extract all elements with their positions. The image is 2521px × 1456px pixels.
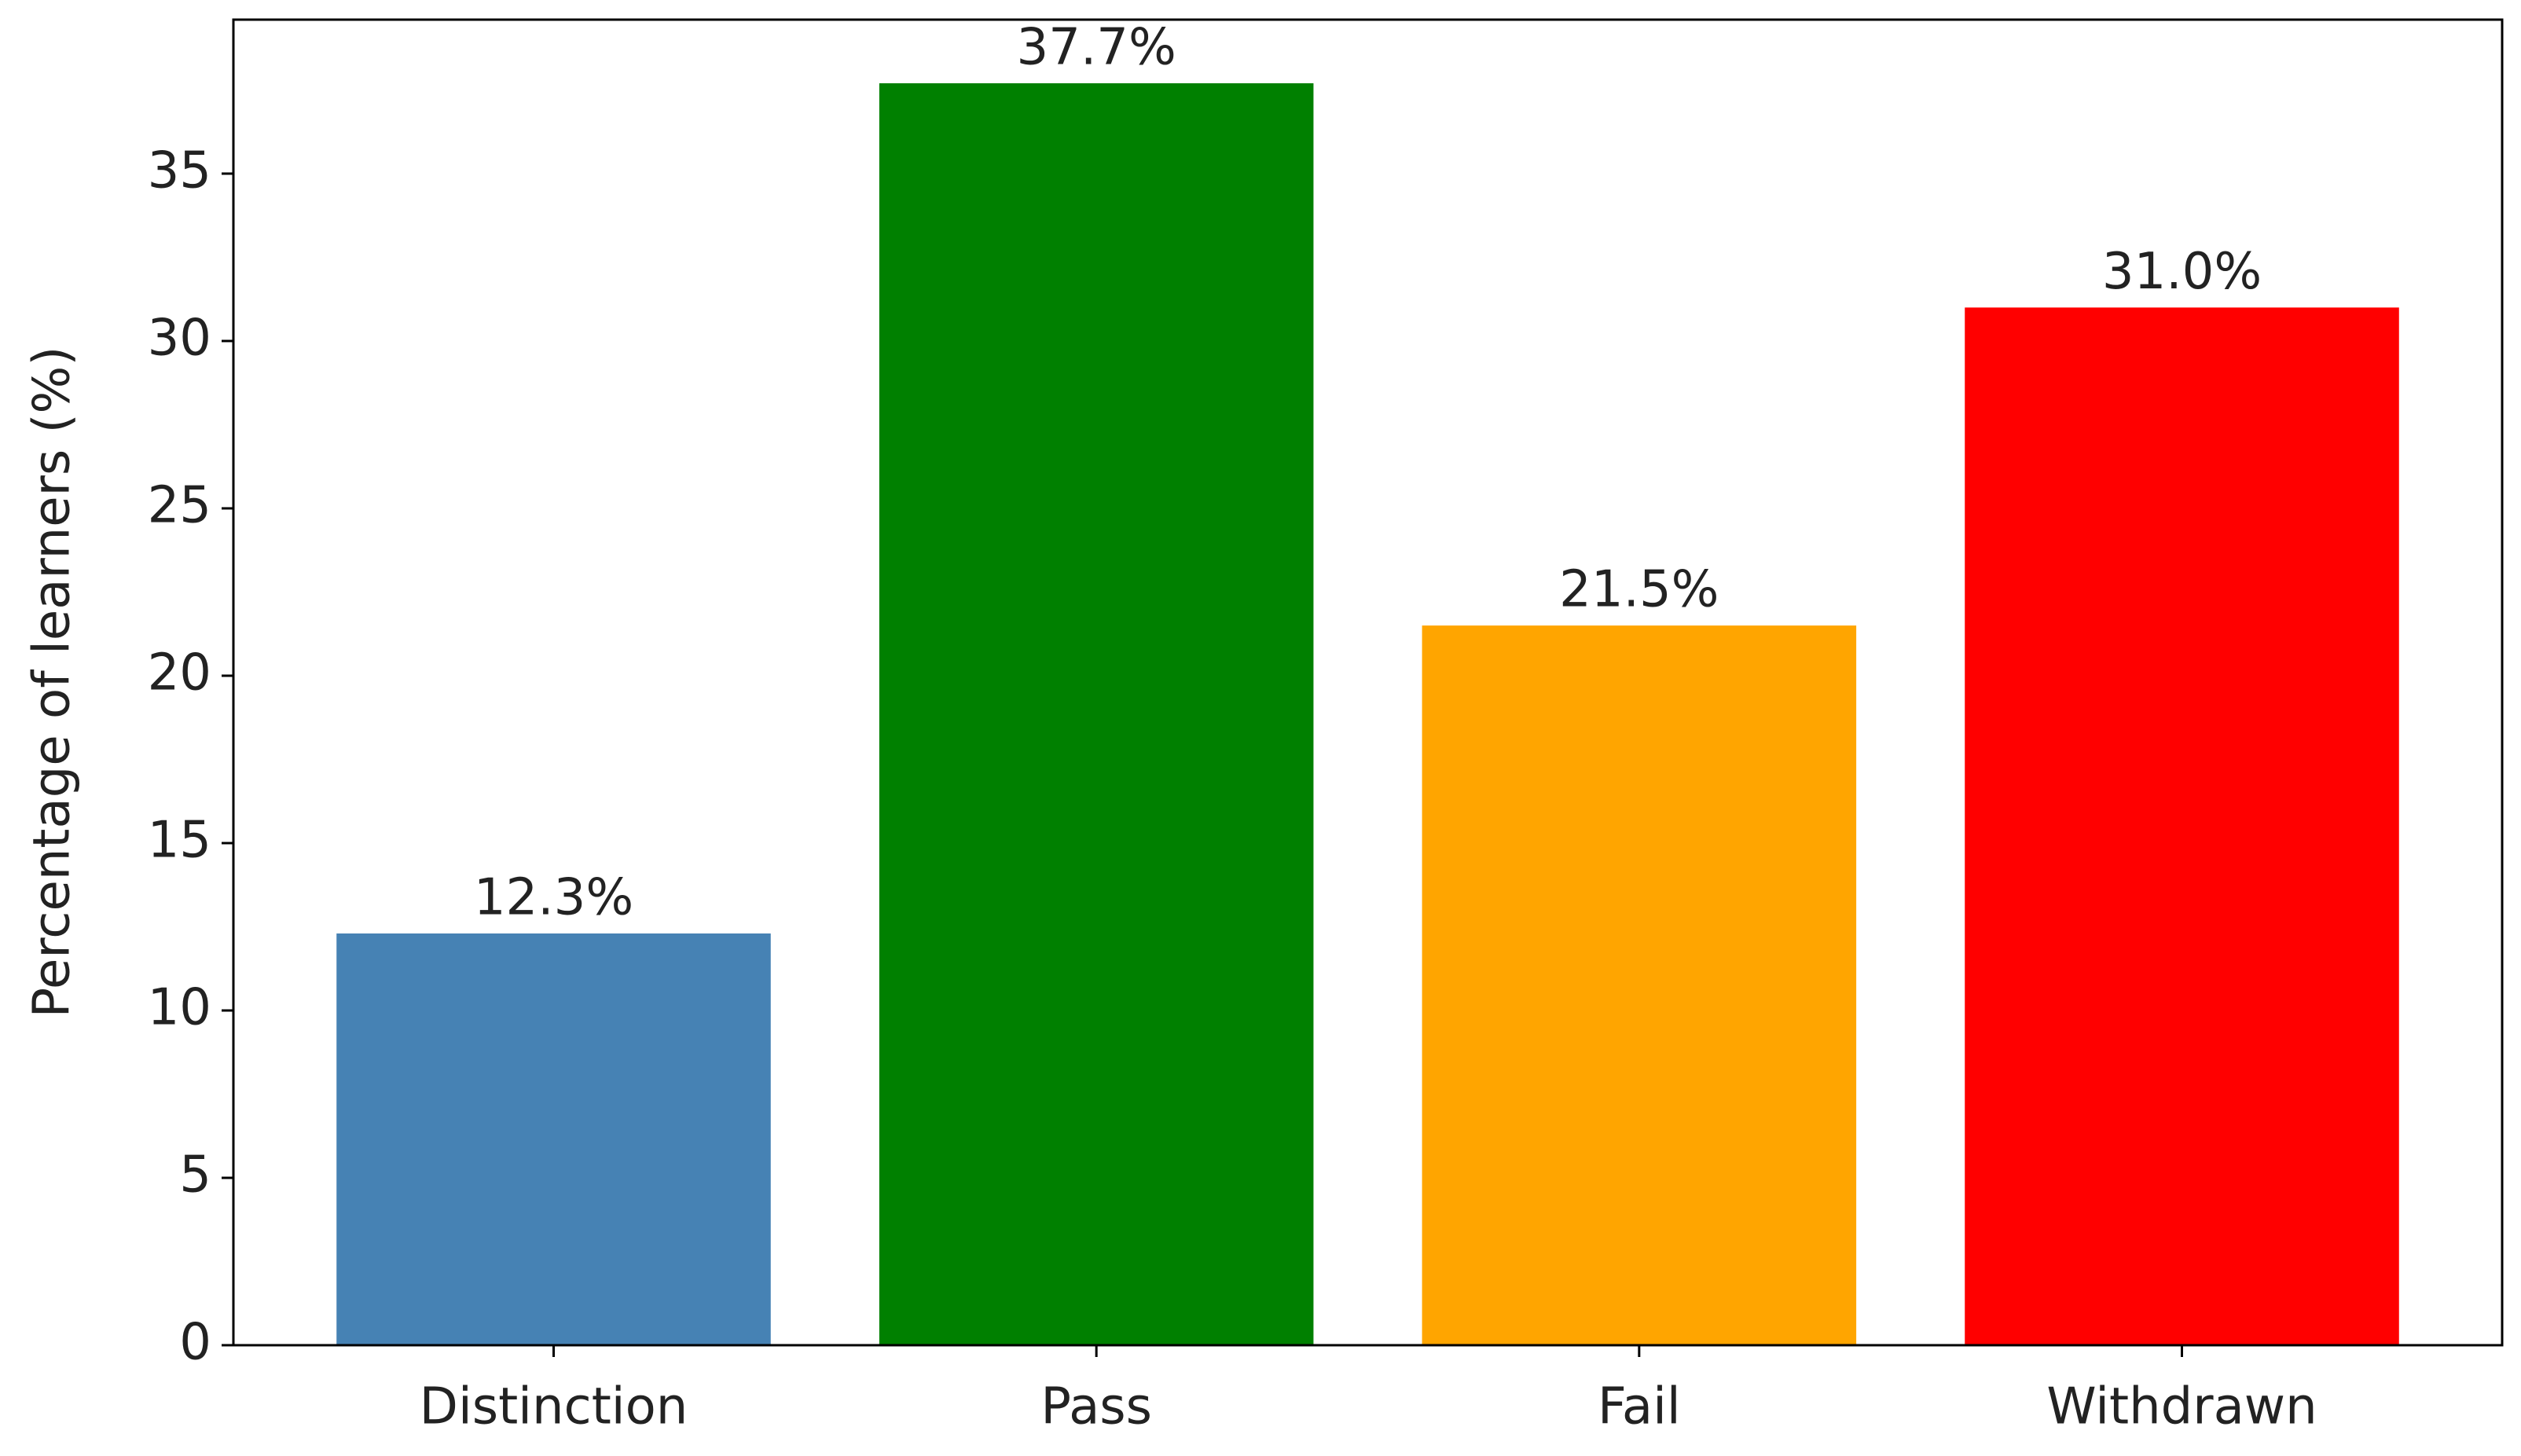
- x-tick-label: Distinction: [420, 1378, 688, 1436]
- y-tick-label: 35: [148, 142, 211, 200]
- value-label: 12.3%: [474, 869, 633, 927]
- y-tick-label: 5: [179, 1146, 211, 1205]
- x-tick-label: Pass: [1040, 1378, 1152, 1436]
- y-axis-label: Percentage of learners (%): [24, 347, 82, 1018]
- y-tick-label: 20: [148, 644, 211, 702]
- y-tick-label: 25: [148, 477, 211, 535]
- y-tick-label: 0: [179, 1314, 211, 1372]
- bar: [879, 83, 1314, 1346]
- y-tick-label: 15: [148, 812, 211, 870]
- bar: [336, 933, 771, 1345]
- bar: [1965, 307, 2399, 1346]
- y-tick-label: 10: [148, 979, 211, 1037]
- value-label: 37.7%: [1017, 19, 1176, 77]
- y-tick-label: 30: [148, 310, 211, 368]
- x-tick-label: Fail: [1598, 1378, 1681, 1436]
- value-label: 21.5%: [1559, 561, 1719, 619]
- bar: [1422, 625, 1857, 1345]
- value-label: 31.0%: [2102, 243, 2262, 301]
- x-tick-label: Withdrawn: [2046, 1378, 2317, 1436]
- plot-frame: [232, 18, 2504, 1347]
